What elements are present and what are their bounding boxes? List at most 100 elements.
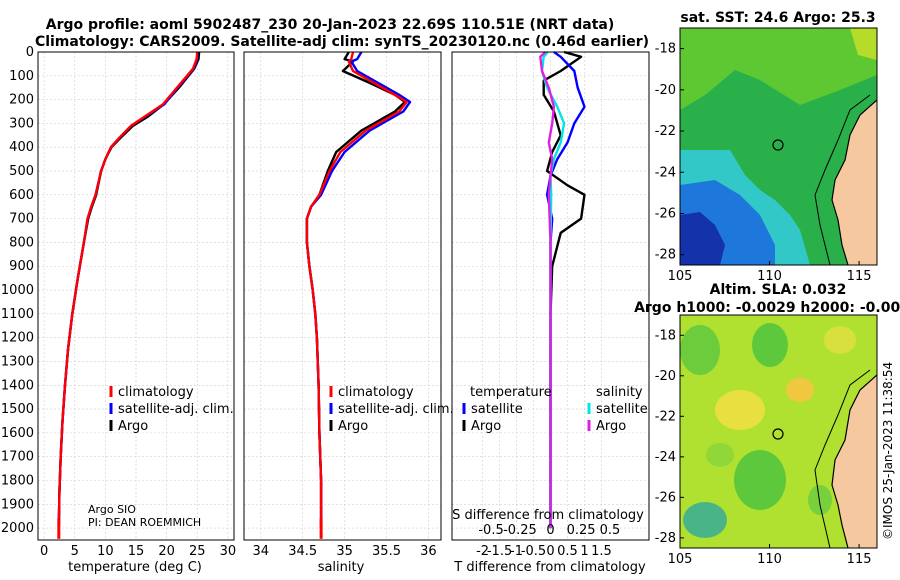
- legend-label-climatology: climatology: [118, 385, 194, 400]
- temperature-tick-label: 20: [158, 544, 175, 559]
- lon-tick-label: 105: [668, 552, 693, 567]
- legend-label-climatology: climatology: [338, 385, 414, 400]
- difference-xlabel: T difference from climatology: [453, 560, 646, 575]
- lon-tick-label: 110: [757, 552, 782, 567]
- salinity-tick-labels: 34 34.5 35 35.5 36: [252, 544, 436, 559]
- float-institution: Argo SIO: [88, 503, 136, 516]
- sst-map-title: sat. SST: 24.6 Argo: 25.3: [680, 10, 875, 26]
- sla-map: Altim. SLA: 0.032 Argo h1000: -0.0029 h2…: [634, 282, 900, 567]
- sla-anomaly-2: [680, 325, 720, 375]
- salinity-tick-label: 35.5: [372, 544, 401, 559]
- temperature-tick-labels: 0 5 10 15 20 25 30: [40, 544, 236, 559]
- sst-map-field: [680, 28, 877, 265]
- s-difference-tick-label: 0.25: [567, 523, 596, 538]
- difference-tick-label: 0: [546, 544, 554, 559]
- salinity-tick-label: 35: [336, 544, 353, 559]
- s-difference-tick-label: -0.25: [503, 523, 537, 538]
- depth-tick-label: 1900: [1, 497, 34, 512]
- sla-isobath: [814, 369, 871, 548]
- sla-anomaly-8: [808, 485, 832, 515]
- difference-tick-label: 0.5: [557, 544, 578, 559]
- difference-legend: temperature satellite Argo salinity sate…: [462, 385, 648, 434]
- sst-warm-region: [680, 28, 877, 110]
- sla-anomaly-3: [715, 390, 765, 430]
- sst-coldest-region: [680, 212, 725, 265]
- sst-nearshore-warm: [850, 28, 877, 60]
- depth-tick-label: 1300: [1, 354, 34, 369]
- legend-salinity-title: salinity: [596, 385, 643, 400]
- lat-tick-label: -18: [655, 42, 676, 57]
- lat-tick-label: -20: [655, 83, 676, 98]
- depth-tick-label: 1600: [1, 426, 34, 441]
- salinity-xlabel: salinity: [318, 560, 365, 575]
- legend-label-argo: Argo: [338, 419, 368, 434]
- figure-title-line2: Climatology: CARS2009. Satellite-adj cli…: [35, 34, 649, 50]
- depth-tick-label: 900: [9, 259, 34, 274]
- sla-lon-ticks: 105 110 115: [668, 544, 872, 567]
- difference-tick-label: -0.5: [521, 544, 546, 559]
- depth-tick-label: 0: [26, 45, 34, 60]
- sla-map-title-line2: Argo h1000: -0.0029 h2000: -0.006: [634, 300, 900, 316]
- legend-label-sal-satellite: satellite: [596, 402, 648, 417]
- lat-tick-label: -22: [655, 409, 676, 424]
- sst-argo-marker: [772, 139, 784, 151]
- depth-tick-labels: 0 100 200 300 400 500 600 700 800 900 1000 1100 1200…: [1, 45, 34, 536]
- salinity-legend: climatology satellite-adj. clim. Argo: [329, 385, 454, 434]
- sst-land: [832, 100, 877, 265]
- depth-tick-label: 600: [9, 188, 34, 203]
- depth-tick-label: 500: [9, 164, 34, 179]
- lat-tick-label: -24: [655, 450, 676, 465]
- depth-tick-label: 100: [9, 69, 34, 84]
- difference-tick-label: 1.5: [591, 544, 612, 559]
- lon-tick-label: 115: [847, 552, 872, 567]
- sla-anomaly-1: [752, 323, 788, 367]
- sla-land: [832, 375, 877, 548]
- sla-argo-marker: [772, 428, 784, 440]
- float-pi: PI: DEAN ROEMMICH: [88, 516, 201, 529]
- sla-anomaly-7: [824, 326, 856, 354]
- sst-coastline: [831, 99, 877, 265]
- salinity-tick-label: 34: [252, 544, 269, 559]
- salinity-grid: [244, 51, 441, 540]
- sst-isobath: [814, 94, 871, 265]
- sst-lat-ticks: -18 -20 -22 -24 -26 -28: [655, 42, 684, 263]
- temperature-xlabel: temperature (deg C): [68, 560, 202, 575]
- difference-tick-label: -2: [476, 544, 489, 559]
- depth-tick-label: 1200: [1, 331, 34, 346]
- depth-tick-label: 1400: [1, 378, 34, 393]
- lat-tick-label: -26: [655, 490, 676, 505]
- lat-tick-label: -28: [655, 248, 676, 263]
- sla-map-field: [680, 315, 877, 548]
- depth-tick-label: 1000: [1, 283, 34, 298]
- temperature-series: [57, 51, 201, 539]
- sst-lon-ticks: 105 110 115: [668, 261, 872, 284]
- lon-tick-label: 115: [847, 269, 872, 284]
- lon-tick-label: 105: [668, 269, 693, 284]
- s-difference-label: S difference from climatology: [452, 508, 644, 523]
- salinity-tick-label: 36: [420, 544, 437, 559]
- lat-tick-label: -26: [655, 206, 676, 221]
- sla-anomaly-5: [734, 450, 786, 510]
- s-difference-tick-label: -0.5: [478, 523, 503, 538]
- temperature-panel: 0100200300400500600700800900100011001200…: [1, 45, 236, 575]
- sla-anomaly-6: [683, 502, 727, 538]
- depth-tick-label: 1700: [1, 450, 34, 465]
- temperature-tick-label: 5: [71, 544, 79, 559]
- depth-tick-label: 400: [9, 140, 34, 155]
- lat-tick-label: -18: [655, 328, 676, 343]
- lat-tick-label: -24: [655, 165, 676, 180]
- sst-map: sat. SST: 24.6 Argo: 25.3 -18 -20 -22 -24 -2…: [655, 10, 878, 284]
- figure-title-line1: Argo profile: aoml 5902487_230 20-Jan-20…: [46, 17, 615, 33]
- sla-lat-ticks: -18 -20 -22 -24 -26 -28: [655, 328, 684, 546]
- temperature-tick-label: 10: [97, 544, 114, 559]
- depth-tick-label: 1100: [1, 307, 34, 322]
- temperature-tick-label: 25: [189, 544, 206, 559]
- salinity-panel: 34 34.5 35 35.5 36 salinity climatology sate…: [243, 51, 454, 575]
- sla-map-title-line1: Altim. SLA: 0.032: [710, 282, 847, 298]
- sla-anomaly-9: [706, 443, 734, 467]
- difference-tick-label: 1: [580, 544, 588, 559]
- legend-label-temp-satellite: satellite: [471, 402, 523, 417]
- depth-tick-label: 1800: [1, 473, 34, 488]
- depth-tick-label: 1500: [1, 402, 34, 417]
